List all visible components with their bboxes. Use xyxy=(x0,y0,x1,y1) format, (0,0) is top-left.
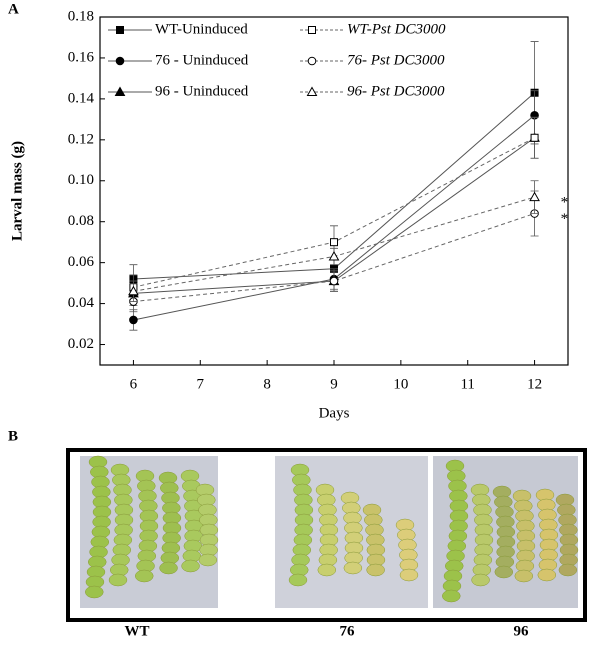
legend-label: WT-Pst DC3000 xyxy=(347,21,446,37)
legend-label: 76- Pst DC3000 xyxy=(347,52,445,68)
legend-marker xyxy=(306,86,318,96)
caterpillar-segment xyxy=(366,563,385,577)
caterpillar-segment xyxy=(288,573,308,587)
y-axis-label: Larval mass (g) xyxy=(9,141,25,241)
marker xyxy=(330,238,338,247)
legend-marker xyxy=(116,26,124,34)
marker xyxy=(329,276,339,286)
y-tick-label: 0.10 xyxy=(68,172,94,188)
legend-label: 96 - Uninduced xyxy=(155,83,249,99)
panel-label: B xyxy=(8,428,18,444)
y-tick-label: 0.02 xyxy=(68,336,94,352)
caterpillar-segment xyxy=(494,565,514,579)
legend-label: WT-Uninduced xyxy=(155,21,248,37)
legend-marker xyxy=(308,26,316,34)
legend-marker xyxy=(307,56,317,66)
annotation: * xyxy=(561,195,569,211)
y-tick-label: 0.14 xyxy=(68,90,95,106)
marker xyxy=(328,250,340,261)
photo-label: 96 xyxy=(514,623,530,639)
marker xyxy=(128,285,139,296)
caterpillar-segment xyxy=(317,563,337,577)
annotation: * xyxy=(561,211,569,227)
photo-label: WT xyxy=(124,623,149,639)
y-tick-label: 0.08 xyxy=(68,213,94,229)
x-tick-label: 12 xyxy=(527,376,542,392)
caterpillar-segment xyxy=(537,568,557,582)
caterpillar-segment xyxy=(399,568,419,582)
caterpillar-segment xyxy=(558,563,578,577)
legend-marker xyxy=(114,86,126,96)
legend-marker xyxy=(115,56,125,66)
y-tick-label: 0.04 xyxy=(68,295,95,311)
x-tick-label: 9 xyxy=(330,376,338,392)
photo-label: 76 xyxy=(340,623,356,639)
caterpillar-segment xyxy=(134,569,154,583)
x-axis-label: Days xyxy=(319,405,350,421)
caterpillar-segment xyxy=(343,561,363,575)
caterpillar-segment xyxy=(85,585,104,599)
y-tick-label: 0.06 xyxy=(68,254,95,270)
y-tick-label: 0.18 xyxy=(68,8,94,24)
y-tick-label: 0.12 xyxy=(68,131,94,147)
y-tick-label: 0.16 xyxy=(68,49,95,65)
x-tick-label: 8 xyxy=(263,376,271,392)
panel-label: A xyxy=(8,1,19,17)
marker xyxy=(129,315,138,325)
caterpillar-segment xyxy=(514,569,534,583)
caterpillar-segment xyxy=(159,561,178,575)
x-tick-label: 11 xyxy=(460,376,474,392)
caterpillar-segment xyxy=(442,589,461,603)
caterpillar-segment xyxy=(198,553,218,567)
x-tick-label: 6 xyxy=(130,376,138,392)
legend-label: 96- Pst DC3000 xyxy=(347,83,445,99)
caterpillar-segment xyxy=(471,573,490,587)
caterpillar-segment xyxy=(108,573,128,587)
photo-panel xyxy=(66,448,587,622)
x-tick-label: 7 xyxy=(197,376,205,392)
marker xyxy=(529,191,540,202)
marker xyxy=(530,133,539,142)
legend-label: 76 - Uninduced xyxy=(155,52,249,68)
x-tick-label: 10 xyxy=(393,376,408,392)
caterpillar-segment xyxy=(181,559,200,573)
